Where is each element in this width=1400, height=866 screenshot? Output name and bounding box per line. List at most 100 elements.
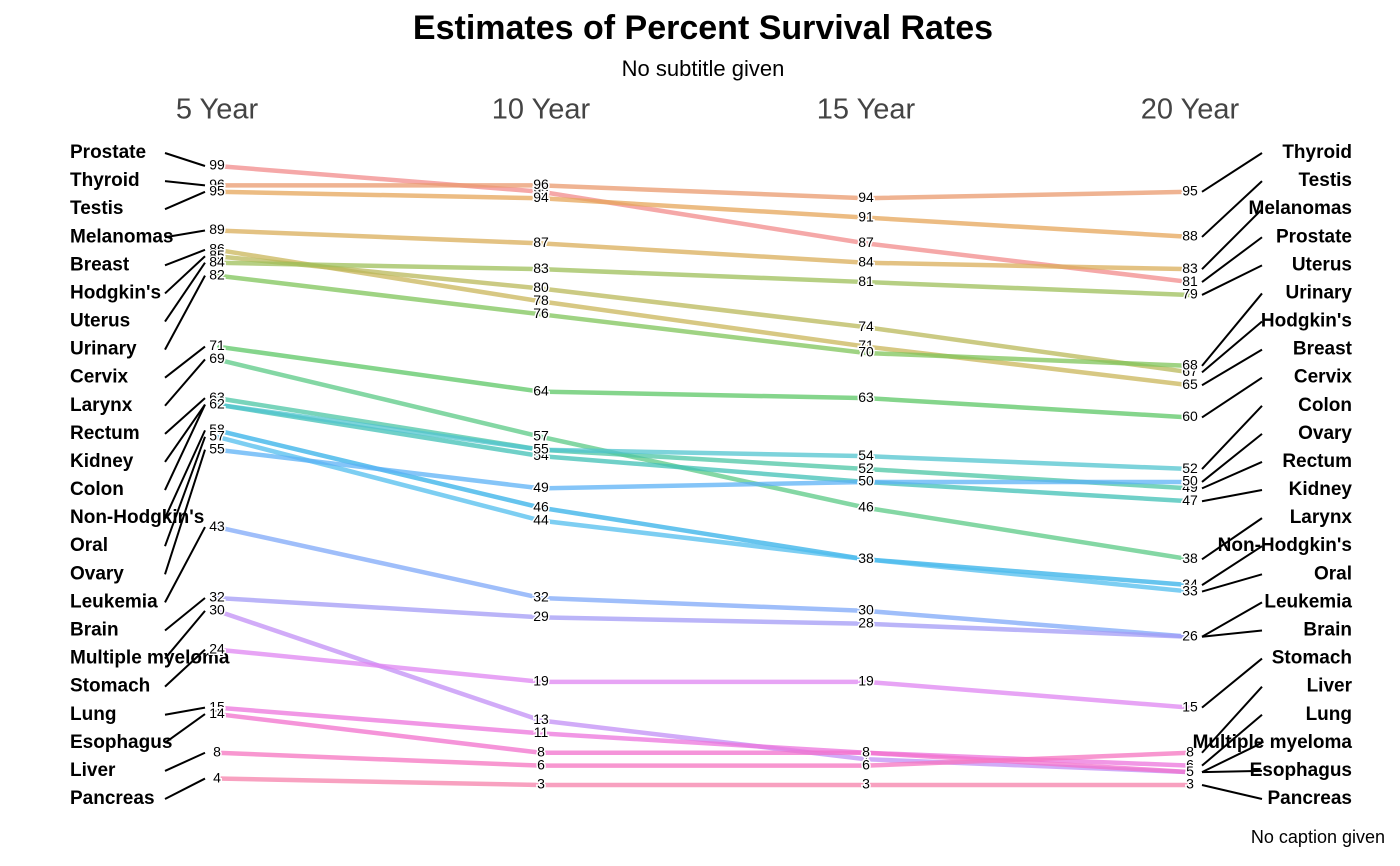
- series-name-left: Kidney: [70, 451, 134, 472]
- value-label: 83: [533, 260, 549, 276]
- series-name-right: Pancreas: [1267, 788, 1352, 809]
- value-label: 55: [209, 440, 225, 456]
- leader-line: [1201, 489, 1263, 503]
- leader-line: [164, 597, 206, 632]
- value-label: 19: [858, 673, 874, 689]
- value-label: 71: [858, 337, 874, 353]
- series-name-left: Multiple myeloma: [70, 648, 230, 669]
- value-label: 30: [858, 602, 874, 618]
- value-label: 3: [862, 776, 870, 792]
- value-label: 86: [209, 241, 225, 257]
- series-name-right: Brain: [1303, 619, 1352, 640]
- value-label: 94: [858, 189, 874, 205]
- column-header: 20 Year: [1141, 94, 1240, 126]
- leader-line: [1201, 405, 1263, 470]
- value-label: 70: [858, 344, 874, 360]
- value-label: 87: [533, 234, 549, 250]
- value-label: 38: [858, 550, 874, 566]
- series-line: [216, 228, 1191, 272]
- leader-line: [164, 358, 206, 407]
- value-label: 3: [1186, 776, 1194, 792]
- series-line: [216, 776, 1190, 788]
- series-name-right: Breast: [1293, 339, 1353, 360]
- value-label: 46: [858, 498, 874, 514]
- value-label: 89: [209, 221, 225, 237]
- column-header: 5 Year: [176, 94, 259, 126]
- series-name-right: Kidney: [1289, 479, 1353, 500]
- series-name-left: Hodgkin's: [70, 282, 161, 303]
- leader-line: [164, 248, 206, 267]
- leader-line: [1201, 685, 1263, 754]
- series-name-left: Non-Hodgkin's: [70, 507, 204, 528]
- column-header: 15 Year: [817, 94, 916, 126]
- series-name-right: Esophagus: [1250, 760, 1352, 781]
- leader-line: [164, 449, 206, 575]
- leader-line: [164, 610, 206, 660]
- value-label: 78: [533, 292, 549, 308]
- series-name-right: Non-Hodgkin's: [1218, 535, 1352, 556]
- series-line: [216, 344, 1191, 420]
- value-label: 7: [862, 750, 870, 766]
- series-line: [216, 395, 1191, 491]
- leader-line: [1201, 208, 1263, 270]
- value-label: 55: [533, 440, 549, 456]
- series-name-left: Brain: [70, 619, 119, 640]
- leader-line: [1201, 433, 1263, 483]
- leader-line: [1201, 292, 1263, 367]
- value-label: 52: [1182, 460, 1198, 476]
- series-name-left: Stomach: [70, 676, 150, 697]
- leader-line: [164, 404, 206, 463]
- series-line: [216, 595, 1191, 639]
- value-label: 46: [533, 498, 549, 514]
- value-label: 6: [537, 756, 545, 772]
- series-line: [216, 254, 1191, 375]
- value-label: 43: [209, 518, 225, 534]
- value-label: 55: [533, 440, 549, 456]
- value-label: 49: [1182, 479, 1198, 495]
- leader-line: [1201, 461, 1263, 490]
- series-name-right: Liver: [1307, 676, 1353, 697]
- leader-line: [1201, 264, 1263, 296]
- value-label: 84: [858, 253, 874, 269]
- value-label: 76: [533, 305, 549, 321]
- series-name-left: Lung: [70, 704, 116, 725]
- leader-line: [164, 777, 206, 800]
- series-name-left: Ovary: [70, 563, 124, 584]
- series-name-right: Oral: [1314, 563, 1352, 584]
- value-label: 47: [1182, 492, 1198, 508]
- value-label: 50: [858, 473, 874, 489]
- leader-line: [1201, 545, 1263, 586]
- value-label: 81: [858, 273, 874, 289]
- value-label: 63: [858, 389, 874, 405]
- series-name-left: Uterus: [70, 311, 130, 332]
- value-label: 32: [533, 589, 549, 605]
- series-name-right: Prostate: [1276, 226, 1352, 247]
- value-label: 14: [209, 705, 225, 721]
- leader-line: [164, 262, 206, 323]
- value-label: 13: [533, 711, 549, 727]
- series-line: [216, 647, 1191, 710]
- series-line: [216, 357, 1191, 562]
- series-name-left: Urinary: [70, 339, 137, 360]
- series-name-left: Pancreas: [70, 788, 155, 809]
- series-name-left: Leukemia: [70, 591, 158, 612]
- leader-line: [1201, 601, 1263, 638]
- series-name-right: Multiple myeloma: [1193, 732, 1353, 753]
- series-name-left: Rectum: [70, 423, 140, 444]
- series-name-right: Ovary: [1298, 423, 1352, 444]
- value-label: 3: [537, 776, 545, 792]
- value-label: 85: [209, 247, 225, 263]
- leader-line: [164, 275, 206, 351]
- leader-line: [1201, 180, 1263, 238]
- leader-line: [164, 429, 206, 519]
- value-label: 87: [858, 234, 874, 250]
- value-label: 38: [1182, 550, 1198, 566]
- series-line: [216, 260, 1191, 298]
- value-label: 67: [1182, 363, 1198, 379]
- value-label: 8: [862, 743, 870, 759]
- value-label: 57: [209, 428, 225, 444]
- series-line: [216, 163, 1191, 285]
- value-label: 50: [1182, 473, 1198, 489]
- series-name-left: Liver: [70, 760, 116, 781]
- leader-line: [1201, 784, 1263, 800]
